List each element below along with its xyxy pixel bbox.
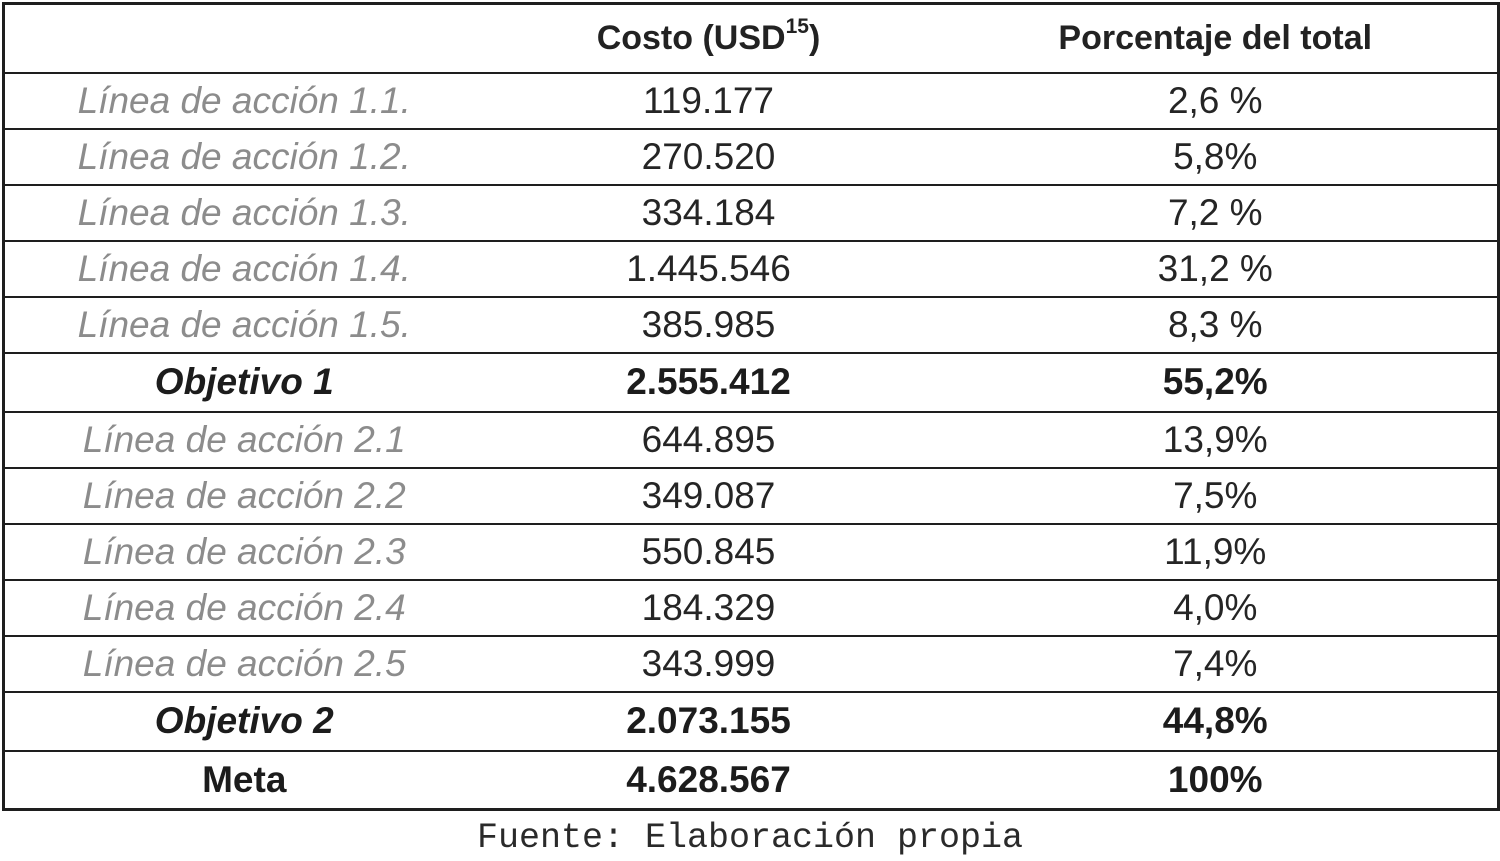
row-cost: 119.177 <box>483 71 934 129</box>
row-cost: 270.520 <box>483 127 934 185</box>
row-cost: 4.628.567 <box>483 749 934 810</box>
row-percent: 11,9% <box>933 522 1499 580</box>
row-percent: 4,0% <box>933 578 1499 636</box>
total-row: Meta 4.628.567 100% <box>3 749 1499 810</box>
header-cost: Costo (USD15) <box>483 2 934 73</box>
row-cost: 385.985 <box>483 295 934 353</box>
row-cost: 184.329 <box>483 578 934 636</box>
table-row: Línea de acción 2.3 550.845 11,9% <box>3 522 1499 580</box>
row-cost: 2.555.412 <box>483 351 934 412</box>
row-percent: 7,4% <box>933 634 1499 692</box>
header-cost-text: Costo (USD <box>596 18 786 57</box>
row-label: Objetivo 1 <box>3 351 484 412</box>
row-label: Línea de acción 1.3. <box>3 183 484 241</box>
objective-row: Objetivo 1 2.555.412 55,2% <box>3 351 1499 412</box>
row-percent: 31,2 % <box>933 239 1499 297</box>
header-percent: Porcentaje del total <box>933 2 1499 73</box>
row-label: Línea de acción 2.2 <box>3 466 484 524</box>
header-label <box>3 2 484 73</box>
row-cost: 334.184 <box>483 183 934 241</box>
row-cost: 2.073.155 <box>483 690 934 751</box>
row-percent: 7,5% <box>933 466 1499 524</box>
table-row: Línea de acción 1.4. 1.445.546 31,2 % <box>3 239 1499 297</box>
row-percent: 55,2% <box>933 351 1499 412</box>
row-label: Línea de acción 2.3 <box>3 522 484 580</box>
row-cost: 343.999 <box>483 634 934 692</box>
row-label: Meta <box>3 749 484 810</box>
row-label: Línea de acción 1.4. <box>3 239 484 297</box>
row-label: Línea de acción 1.5. <box>3 295 484 353</box>
table-row: Línea de acción 2.5 343.999 7,4% <box>3 634 1499 692</box>
row-cost: 644.895 <box>483 410 934 468</box>
row-label: Objetivo 2 <box>3 690 484 751</box>
row-label: Línea de acción 2.4 <box>3 578 484 636</box>
row-percent: 100% <box>933 749 1499 810</box>
row-cost: 349.087 <box>483 466 934 524</box>
table-row: Línea de acción 1.2. 270.520 5,8% <box>3 127 1499 185</box>
table-row: Línea de acción 2.1 644.895 13,9% <box>3 410 1499 468</box>
row-percent: 2,6 % <box>933 71 1499 129</box>
objective-row: Objetivo 2 2.073.155 44,8% <box>3 690 1499 751</box>
table-row: Línea de acción 1.1. 119.177 2,6 % <box>3 71 1499 129</box>
row-label: Línea de acción 2.1 <box>3 410 484 468</box>
header-cost-close: ) <box>808 18 821 57</box>
table-row: Línea de acción 1.5. 385.985 8,3 % <box>3 295 1499 353</box>
row-label: Línea de acción 2.5 <box>3 634 484 692</box>
cost-table: Costo (USD15) Porcentaje del total Línea… <box>2 2 1500 811</box>
row-cost: 550.845 <box>483 522 934 580</box>
row-percent: 8,3 % <box>933 295 1499 353</box>
row-label: Línea de acción 1.2. <box>3 127 484 185</box>
header-cost-footnote: 15 <box>785 15 809 39</box>
table-row: Línea de acción 2.4 184.329 4,0% <box>3 578 1499 636</box>
header-row: Costo (USD15) Porcentaje del total <box>3 2 1499 73</box>
row-cost: 1.445.546 <box>483 239 934 297</box>
row-label: Línea de acción 1.1. <box>3 71 484 129</box>
row-percent: 5,8% <box>933 127 1499 185</box>
row-percent: 13,9% <box>933 410 1499 468</box>
row-percent: 44,8% <box>933 690 1499 751</box>
table-row: Línea de acción 2.2 349.087 7,5% <box>3 466 1499 524</box>
source-caption: Fuente: Elaboración propia <box>476 818 1024 858</box>
table-row: Línea de acción 1.3. 334.184 7,2 % <box>3 183 1499 241</box>
row-percent: 7,2 % <box>933 183 1499 241</box>
